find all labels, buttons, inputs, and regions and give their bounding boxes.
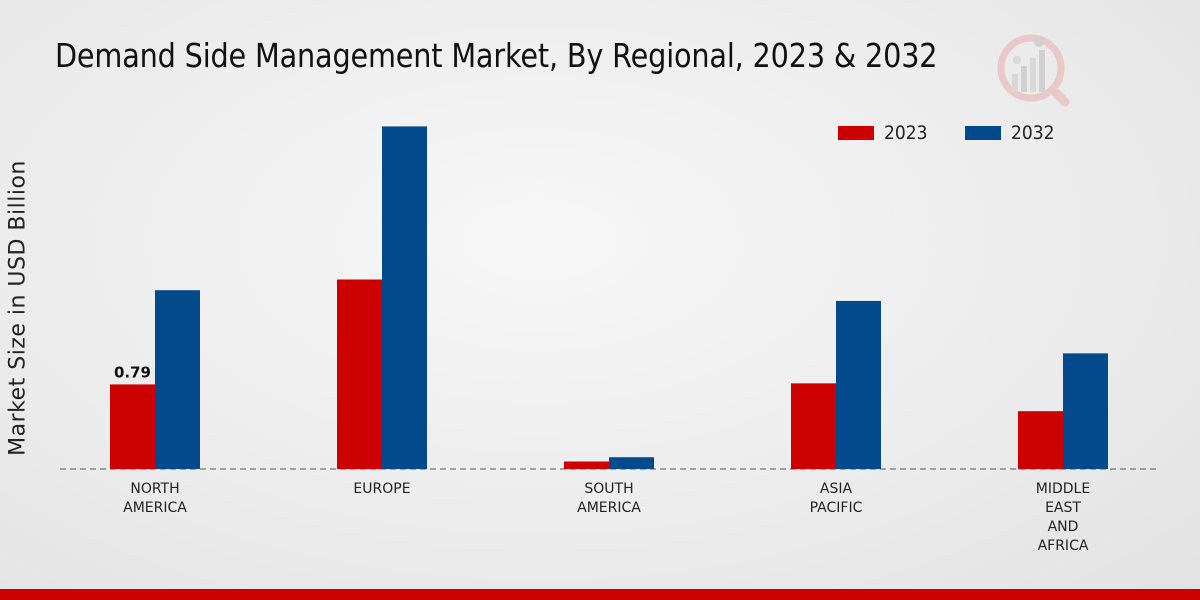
chart-title: Demand Side Management Market, By Region… — [55, 36, 938, 75]
bar-2023-0 — [110, 384, 155, 469]
x-tick-label: SOUTH AMERICA — [577, 481, 641, 516]
legend-swatch-2023 — [838, 126, 874, 140]
bar-2032-0 — [155, 290, 200, 469]
bar-2023-2 — [564, 461, 609, 469]
bar-2032-4 — [1063, 353, 1108, 469]
legend: 2023 2032 — [838, 122, 1093, 144]
legend-label-2023: 2023 — [884, 122, 928, 144]
legend-label-2032: 2032 — [1011, 122, 1055, 144]
bottom-accent-bar — [0, 589, 1200, 600]
bar-2032-1 — [382, 126, 427, 469]
bar-2023-3 — [791, 383, 836, 469]
bar-2032-3 — [836, 300, 881, 469]
x-tick-label: MIDDLE EAST AND AFRICA — [1036, 481, 1090, 554]
x-tick-label: NORTH AMERICA — [123, 481, 187, 516]
x-tick-label: ASIA PACIFIC — [810, 481, 863, 516]
market-research-logo-icon — [997, 34, 1070, 107]
legend-swatch-2032 — [965, 126, 1002, 140]
legend-item-2023: 2023 — [838, 122, 932, 144]
bar-2023-4 — [1018, 411, 1063, 469]
bar-2032-2 — [609, 457, 654, 469]
legend-item-2032: 2032 — [965, 122, 1059, 144]
bar-2023-1 — [337, 279, 382, 469]
x-tick-label: EUROPE — [353, 481, 410, 497]
data-label: 0.79 — [114, 363, 151, 381]
